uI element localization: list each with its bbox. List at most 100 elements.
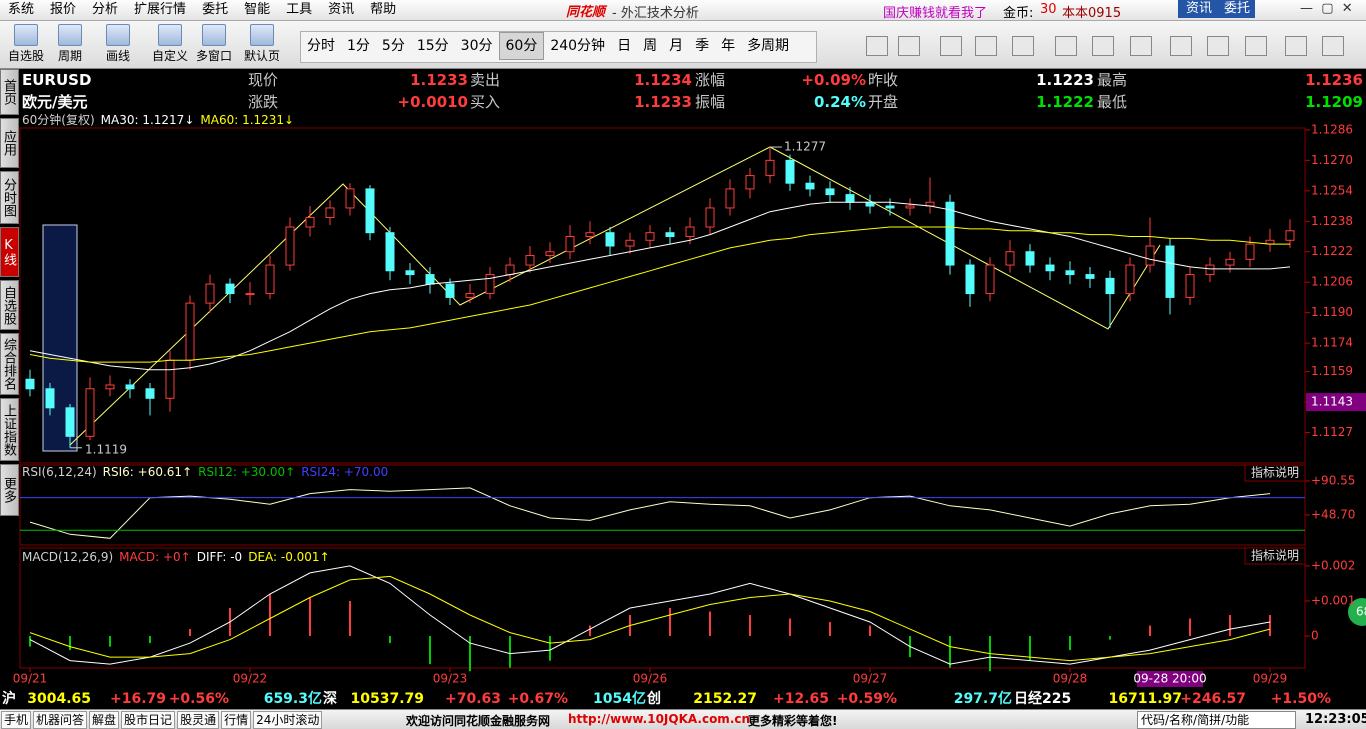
footer-link[interactable]: 24小时滚动 bbox=[253, 711, 323, 729]
candle-body bbox=[625, 239, 635, 247]
footer-link[interactable]: 手机 bbox=[1, 711, 32, 729]
y-tick-highlight bbox=[1306, 393, 1366, 412]
period-button[interactable]: 分时 bbox=[307, 38, 335, 54]
float-badge[interactable] bbox=[1348, 598, 1366, 626]
side-tab[interactable]: 应用 bbox=[0, 118, 19, 168]
menu-item[interactable]: 智能 bbox=[244, 2, 271, 17]
side-tab[interactable]: 自选股 bbox=[0, 280, 19, 330]
draw-tool[interactable] bbox=[1130, 36, 1152, 56]
low-label: 1.1119 bbox=[85, 442, 127, 456]
period-button[interactable]: 周 bbox=[643, 38, 658, 54]
quote-label: 涨跌 bbox=[248, 93, 279, 111]
candle-body bbox=[1065, 270, 1075, 276]
app-logo: 同花顺 bbox=[566, 5, 606, 20]
x-tick-label: 09/22 bbox=[233, 672, 268, 686]
float-badge-text: 68 bbox=[1356, 605, 1366, 619]
footer-link[interactable]: 股市日记 bbox=[121, 711, 176, 729]
y-tick-label: +0.001 bbox=[1311, 593, 1355, 607]
draw-tool[interactable] bbox=[1092, 36, 1114, 56]
period-button[interactable]: 5分 bbox=[381, 38, 405, 54]
side-tab[interactable]: K线图 bbox=[0, 227, 19, 277]
draw-tool[interactable] bbox=[898, 36, 920, 56]
footer-link[interactable]: 股灵通 bbox=[177, 711, 220, 729]
panel-frame bbox=[19, 547, 1306, 669]
period-button[interactable]: 多周期 bbox=[747, 38, 790, 54]
draw-tool[interactable] bbox=[1285, 36, 1307, 56]
indicator-button[interactable] bbox=[1244, 547, 1306, 565]
tool-button[interactable]: 周期 bbox=[48, 24, 92, 64]
candle-body bbox=[245, 293, 255, 296]
period-button[interactable]: 日 bbox=[617, 38, 632, 54]
clock: 12:23:05 bbox=[1305, 712, 1366, 727]
draw-tool[interactable] bbox=[940, 36, 962, 56]
period-button[interactable]: 15分 bbox=[416, 38, 449, 54]
tool-button[interactable]: 画线 bbox=[96, 24, 140, 64]
tool-button[interactable]: 默认页 bbox=[240, 24, 284, 64]
menu-item[interactable]: 报价 bbox=[50, 2, 77, 17]
window-controls[interactable]: — ▢ ✕ bbox=[1300, 1, 1353, 16]
candle-body bbox=[1165, 245, 1175, 298]
side-tab[interactable]: 综合排名 bbox=[0, 333, 19, 395]
draw-tool[interactable] bbox=[1055, 36, 1077, 56]
draw-tool[interactable] bbox=[1012, 36, 1034, 56]
candle-body bbox=[265, 264, 275, 295]
period-button[interactable]: 1分 bbox=[347, 38, 370, 54]
side-tab[interactable]: 分时图 bbox=[0, 171, 19, 224]
tool-button[interactable]: 多窗口 bbox=[192, 24, 236, 64]
menu-item[interactable]: 扩展行情 bbox=[134, 2, 187, 17]
footer-link[interactable]: 行情 bbox=[221, 711, 252, 729]
menu-item[interactable]: 系统 bbox=[8, 2, 35, 17]
news-button[interactable]: 资讯 bbox=[1178, 0, 1221, 18]
status-item: 创 bbox=[647, 691, 661, 707]
y-tick-label: +0.002 bbox=[1311, 558, 1355, 572]
status-item: +0.67% bbox=[507, 691, 568, 707]
period-button[interactable]: 月 bbox=[669, 38, 684, 54]
user-name[interactable]: 本本0915 bbox=[1062, 6, 1122, 21]
period-button[interactable]: 60分 bbox=[498, 32, 545, 60]
period-button[interactable]: 240分钟 bbox=[550, 38, 606, 54]
side-tab[interactable]: 上证指数 bbox=[0, 398, 19, 461]
tool-button[interactable]: 自定义 bbox=[148, 24, 192, 64]
draw-tool[interactable] bbox=[975, 36, 997, 56]
tool-button[interactable]: 自选股 bbox=[4, 24, 48, 64]
candle-body bbox=[25, 378, 35, 390]
draw-tool[interactable] bbox=[1170, 36, 1192, 56]
legend-entry: RSI24: +70.00 bbox=[301, 465, 388, 479]
draw-tool[interactable] bbox=[1207, 36, 1229, 56]
indicator-button[interactable] bbox=[1244, 464, 1306, 482]
panel-title: MACD(12,26,9) bbox=[22, 550, 113, 564]
menu-item[interactable]: 委托 bbox=[202, 2, 229, 17]
promo-link[interactable]: 国庆赚钱就看我了 bbox=[883, 6, 988, 21]
tool-label: 周期 bbox=[57, 49, 82, 63]
candle-body bbox=[605, 232, 615, 247]
menu-item[interactable]: 分析 bbox=[92, 2, 119, 17]
footer-link[interactable]: 解盘 bbox=[89, 711, 120, 729]
trade-button[interactable]: 委托 bbox=[1219, 0, 1256, 18]
search-box[interactable]: 代码/名称/简拼/功能 bbox=[1137, 711, 1296, 729]
status-item: +16.79 bbox=[109, 691, 166, 707]
side-tab[interactable]: 更多 bbox=[0, 464, 19, 516]
quote-value: +0.0010 bbox=[397, 93, 468, 111]
draw-tool[interactable] bbox=[1245, 36, 1267, 56]
candle-body bbox=[365, 188, 375, 234]
site-url[interactable]: http://www.10JQKA.com.cn bbox=[568, 712, 751, 726]
draw-tool[interactable] bbox=[866, 36, 888, 56]
candle-body bbox=[585, 232, 595, 237]
candle-body bbox=[685, 226, 695, 237]
period-button[interactable]: 年 bbox=[721, 38, 736, 54]
menu-item[interactable]: 帮助 bbox=[370, 2, 397, 17]
draw-tool[interactable] bbox=[1322, 36, 1344, 56]
cursor-time-label: 09-28 20:00 bbox=[1133, 672, 1206, 686]
menu-item[interactable]: 资讯 bbox=[328, 2, 355, 17]
toolbar: 自选股 周期 画线 自定义 多窗口 默认页 分时 1分 5分 15分 30分 60分 240分钟日周月… bbox=[0, 21, 1366, 69]
candle-body bbox=[525, 255, 535, 266]
period-button[interactable]: 季 bbox=[695, 38, 710, 54]
period-button[interactable]: 30分 bbox=[460, 38, 493, 54]
candle-body bbox=[865, 201, 875, 207]
candle-body bbox=[485, 274, 495, 295]
menu-item[interactable]: 工具 bbox=[286, 2, 313, 17]
panel-legend: MACD(12,26,9) MACD: +0↑ DIFF: -0 DEA: -0.00… bbox=[22, 550, 330, 564]
footer-link[interactable]: 机器问答 bbox=[33, 711, 88, 729]
side-tab[interactable]: 首页 bbox=[0, 69, 19, 115]
quote-label: 开盘 bbox=[868, 93, 899, 111]
